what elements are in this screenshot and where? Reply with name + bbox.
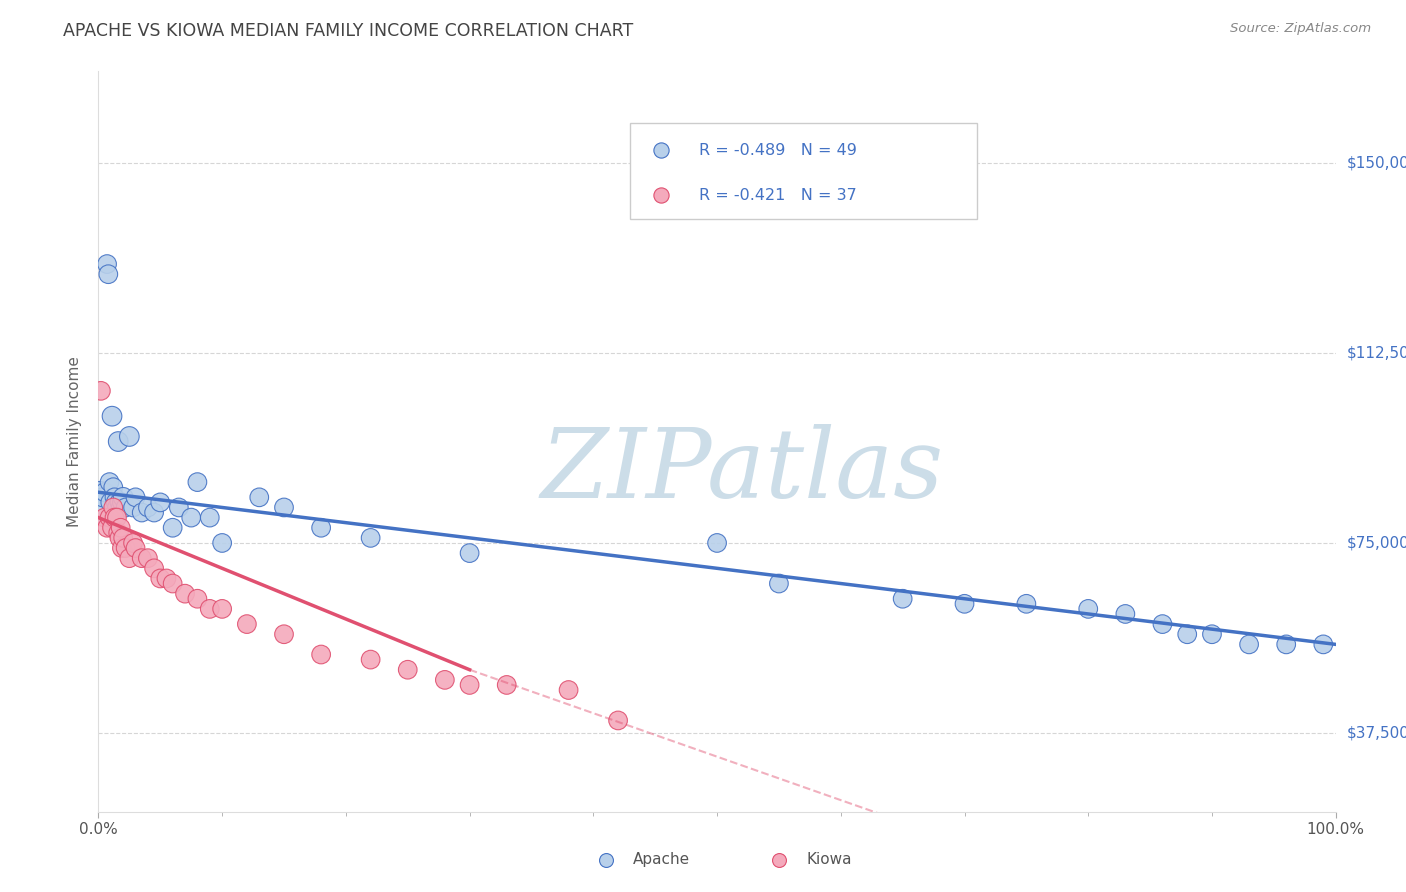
Point — [1175, 627, 1198, 641]
Text: R = -0.421   N = 37: R = -0.421 N = 37 — [699, 188, 856, 202]
Point — [143, 561, 166, 575]
FancyBboxPatch shape — [630, 123, 977, 219]
Point — [273, 500, 295, 515]
Point — [211, 602, 233, 616]
Point — [107, 434, 129, 449]
Point — [105, 500, 128, 515]
Text: Kiowa: Kiowa — [806, 853, 852, 867]
Point — [136, 500, 159, 515]
Text: $112,500: $112,500 — [1347, 345, 1406, 360]
Point — [247, 491, 270, 505]
Text: R = -0.489   N = 49: R = -0.489 N = 49 — [699, 143, 856, 158]
Point — [1237, 637, 1260, 651]
Point — [101, 521, 124, 535]
Point — [607, 714, 630, 728]
Point — [186, 591, 208, 606]
Point — [273, 627, 295, 641]
Point — [1201, 627, 1223, 641]
Point — [103, 491, 125, 505]
Point — [1015, 597, 1038, 611]
Point — [309, 521, 332, 535]
Point — [198, 510, 221, 524]
Point — [98, 475, 121, 489]
Point — [1114, 607, 1136, 621]
Point — [112, 491, 135, 505]
Point — [198, 602, 221, 616]
Point — [162, 576, 184, 591]
Point — [122, 536, 145, 550]
Point — [98, 510, 121, 524]
Point — [1312, 637, 1334, 651]
Point — [114, 541, 136, 555]
Text: $37,500: $37,500 — [1347, 725, 1406, 740]
Point — [89, 495, 111, 509]
Point — [136, 551, 159, 566]
Point — [1077, 602, 1099, 616]
Text: ZIPatlas: ZIPatlas — [540, 425, 943, 518]
Point — [104, 495, 127, 509]
Point — [108, 531, 131, 545]
Point — [131, 551, 153, 566]
Point — [309, 648, 332, 662]
Point — [1152, 617, 1174, 632]
Text: Source: ZipAtlas.com: Source: ZipAtlas.com — [1230, 22, 1371, 36]
Point — [90, 384, 112, 398]
Point — [131, 506, 153, 520]
Point — [111, 495, 134, 509]
Point — [96, 257, 118, 271]
Point — [211, 536, 233, 550]
Text: APACHE VS KIOWA MEDIAN FAMILY INCOME CORRELATION CHART: APACHE VS KIOWA MEDIAN FAMILY INCOME COR… — [63, 22, 634, 40]
Point — [186, 475, 208, 489]
Point — [111, 541, 134, 555]
Point — [155, 571, 177, 585]
Point — [96, 521, 118, 535]
Point — [891, 591, 914, 606]
Point — [162, 521, 184, 535]
Point — [107, 525, 129, 540]
Point — [557, 683, 579, 698]
Point — [149, 495, 172, 509]
Point — [112, 531, 135, 545]
Point — [360, 531, 382, 545]
Point — [143, 506, 166, 520]
Point — [103, 480, 125, 494]
Text: Apache: Apache — [633, 853, 690, 867]
Point — [174, 587, 197, 601]
Point — [433, 673, 456, 687]
Point — [458, 678, 481, 692]
Text: $75,000: $75,000 — [1347, 535, 1406, 550]
Point — [97, 267, 120, 281]
Point — [149, 571, 172, 585]
Point — [124, 491, 146, 505]
Point — [103, 500, 125, 515]
Text: $150,000: $150,000 — [1347, 155, 1406, 170]
Point — [91, 491, 114, 505]
Point — [110, 500, 132, 515]
Point — [122, 500, 145, 515]
Point — [108, 495, 131, 509]
Point — [495, 678, 517, 692]
Point — [458, 546, 481, 560]
Point — [101, 409, 124, 424]
Point — [100, 495, 122, 509]
Point — [768, 576, 790, 591]
Point — [118, 551, 141, 566]
Point — [93, 510, 115, 524]
Point — [103, 510, 125, 524]
Point — [124, 541, 146, 555]
Point — [93, 485, 115, 500]
Point — [110, 521, 132, 535]
Point — [706, 536, 728, 550]
Point — [118, 429, 141, 443]
Point — [114, 500, 136, 515]
Point — [167, 500, 190, 515]
Y-axis label: Median Family Income: Median Family Income — [67, 356, 83, 527]
Point — [180, 510, 202, 524]
Point — [1275, 637, 1298, 651]
Point — [236, 617, 259, 632]
Point — [953, 597, 976, 611]
Point — [360, 652, 382, 666]
Point — [396, 663, 419, 677]
Point — [105, 510, 128, 524]
